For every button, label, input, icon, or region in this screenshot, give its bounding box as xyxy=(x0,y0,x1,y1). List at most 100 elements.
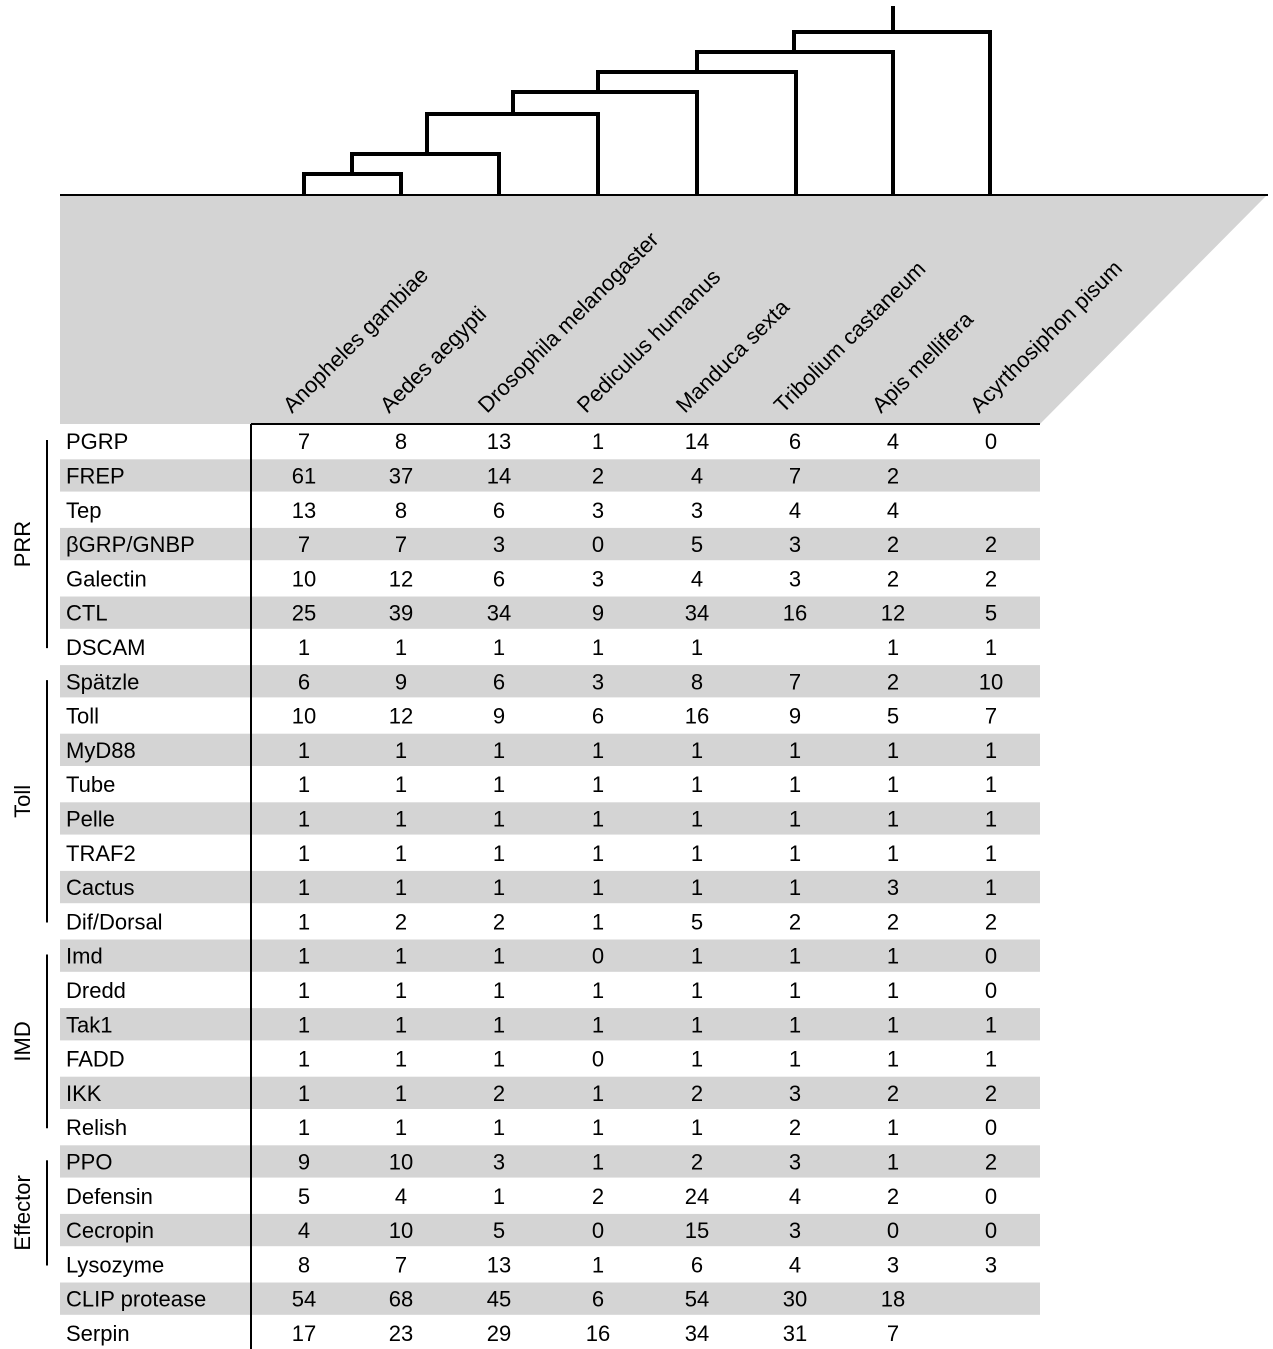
count-cell: 1 xyxy=(298,806,310,831)
gene-label: Dredd xyxy=(66,978,126,1003)
count-cell: 5 xyxy=(691,909,703,934)
count-cell: 1 xyxy=(592,841,604,866)
count-cell: 3 xyxy=(592,566,604,591)
count-cell: 1 xyxy=(789,738,801,763)
count-cell: 9 xyxy=(592,601,604,626)
count-cell: 7 xyxy=(298,532,310,557)
count-cell: 1 xyxy=(789,1047,801,1072)
count-cell: 1 xyxy=(298,978,310,1003)
count-cell: 1 xyxy=(298,909,310,934)
count-cell: 1 xyxy=(985,635,997,660)
count-cell: 0 xyxy=(985,1184,997,1209)
count-cell: 9 xyxy=(395,669,407,694)
gene-label: DSCAM xyxy=(66,635,145,660)
count-cell: 4 xyxy=(395,1184,407,1209)
count-cell: 1 xyxy=(592,1149,604,1174)
count-cell: 3 xyxy=(789,566,801,591)
count-cell: 1 xyxy=(395,875,407,900)
count-cell: 1 xyxy=(298,738,310,763)
count-cell: 1 xyxy=(691,635,703,660)
count-cell: 16 xyxy=(685,704,709,729)
count-cell: 0 xyxy=(985,1218,997,1243)
count-cell: 1 xyxy=(887,806,899,831)
count-cell: 2 xyxy=(887,1081,899,1106)
count-cell: 9 xyxy=(493,704,505,729)
count-cell: 4 xyxy=(789,498,801,523)
count-cell: 15 xyxy=(685,1218,709,1243)
count-cell: 2 xyxy=(985,1149,997,1174)
gene-label: CLIP protease xyxy=(66,1287,206,1312)
count-cell: 16 xyxy=(783,601,807,626)
row-stripe xyxy=(60,733,1040,766)
count-cell: 1 xyxy=(395,772,407,797)
gene-label: Tube xyxy=(66,772,115,797)
count-cell: 9 xyxy=(789,704,801,729)
count-cell: 61 xyxy=(292,463,316,488)
count-cell: 1 xyxy=(592,1252,604,1277)
count-cell: 3 xyxy=(789,1081,801,1106)
count-cell: 3 xyxy=(592,669,604,694)
row-stripe xyxy=(60,1213,1040,1247)
count-cell: 4 xyxy=(691,463,703,488)
gene-label: Lysozyme xyxy=(66,1252,164,1277)
row-stripe xyxy=(60,665,1040,698)
count-cell: 1 xyxy=(493,978,505,1003)
gene-label: IKK xyxy=(66,1081,102,1106)
count-cell: 1 xyxy=(298,875,310,900)
count-cell: 3 xyxy=(789,1149,801,1174)
count-cell: 5 xyxy=(298,1184,310,1209)
count-cell: 1 xyxy=(691,738,703,763)
count-cell: 2 xyxy=(789,1115,801,1140)
count-cell: 1 xyxy=(493,1115,505,1140)
count-cell: 31 xyxy=(783,1321,807,1346)
count-cell: 3 xyxy=(691,498,703,523)
count-cell: 8 xyxy=(298,1252,310,1277)
count-cell: 1 xyxy=(592,1012,604,1037)
gene-label: Galectin xyxy=(66,566,147,591)
count-cell: 16 xyxy=(586,1321,610,1346)
count-cell: 1 xyxy=(298,1115,310,1140)
count-cell: 39 xyxy=(389,601,413,626)
count-cell: 7 xyxy=(298,429,310,454)
count-cell: 0 xyxy=(887,1218,899,1243)
count-cell: 1 xyxy=(691,772,703,797)
count-cell: 14 xyxy=(487,463,511,488)
count-cell: 1 xyxy=(395,1081,407,1106)
count-cell: 1 xyxy=(592,772,604,797)
pathway-groups: PRR Toll IMD Effector xyxy=(10,440,48,1266)
count-cell: 2 xyxy=(493,909,505,934)
count-cell: 3 xyxy=(493,1149,505,1174)
count-cell: 4 xyxy=(789,1252,801,1277)
count-cell: 1 xyxy=(298,841,310,866)
count-cell: 1 xyxy=(592,806,604,831)
row-stripe xyxy=(60,1282,1040,1315)
count-cell: 1 xyxy=(691,978,703,1003)
count-cell: 4 xyxy=(887,429,899,454)
count-cell: 1 xyxy=(789,875,801,900)
count-cell: 3 xyxy=(789,532,801,557)
count-cell: 14 xyxy=(685,429,709,454)
count-cell: 1 xyxy=(985,1047,997,1072)
count-cell: 5 xyxy=(691,532,703,557)
gene-label: Pelle xyxy=(66,806,115,831)
count-cell: 1 xyxy=(493,772,505,797)
count-cell: 3 xyxy=(789,1218,801,1243)
count-cell: 1 xyxy=(691,1012,703,1037)
count-cell: 1 xyxy=(493,635,505,660)
count-cell: 37 xyxy=(389,463,413,488)
row-stripe xyxy=(60,1145,1040,1178)
count-cell: 25 xyxy=(292,601,316,626)
count-cell: 2 xyxy=(691,1081,703,1106)
count-cell: 1 xyxy=(887,1115,899,1140)
count-cell: 2 xyxy=(887,669,899,694)
count-cell: 2 xyxy=(789,909,801,934)
count-cell: 6 xyxy=(493,669,505,694)
count-cell: 1 xyxy=(298,772,310,797)
group-label: PRR xyxy=(10,521,35,567)
count-cell: 2 xyxy=(493,1081,505,1106)
count-cell: 1 xyxy=(985,738,997,763)
phylogenetic-tree xyxy=(60,6,1268,196)
count-cell: 1 xyxy=(592,875,604,900)
count-cell: 0 xyxy=(985,944,997,969)
count-cell: 1 xyxy=(493,944,505,969)
